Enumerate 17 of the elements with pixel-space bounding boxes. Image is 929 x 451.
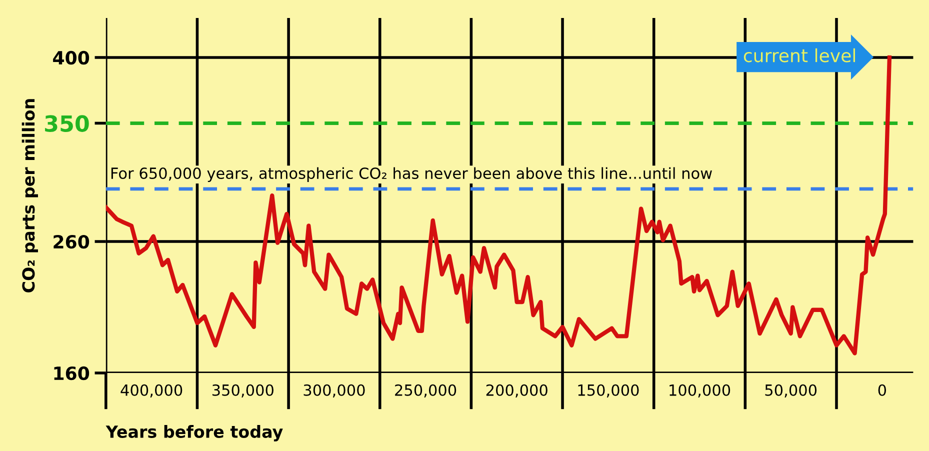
annotation: current level	[744, 48, 855, 62]
x-tick-label: 150,000	[578, 384, 639, 398]
ref-line-label: For 650,000 years, atmospheric CO₂ has never been above this line...until now	[111, 167, 712, 182]
x-tick-label: 100,000	[670, 384, 730, 398]
x-tick-label: 0	[878, 384, 886, 396]
x-tick-label: 50,000	[765, 384, 817, 398]
x-tick-label: 200,000	[486, 384, 548, 398]
y-tick-label: 400	[53, 50, 90, 65]
y-axis-title: CO₂ parts per million	[22, 99, 38, 292]
x-tick-label: 250,000	[395, 384, 456, 398]
y-tick-label: 350	[45, 115, 89, 132]
y-tick-label: 260	[54, 234, 90, 249]
x-tick-label: 350,000	[212, 384, 274, 398]
y-tick-label: 160	[54, 366, 90, 380]
x-tick-label: 300,000	[304, 384, 365, 398]
x-axis-title: Years before today	[106, 425, 283, 442]
x-tick-label: 400,000	[120, 384, 182, 398]
